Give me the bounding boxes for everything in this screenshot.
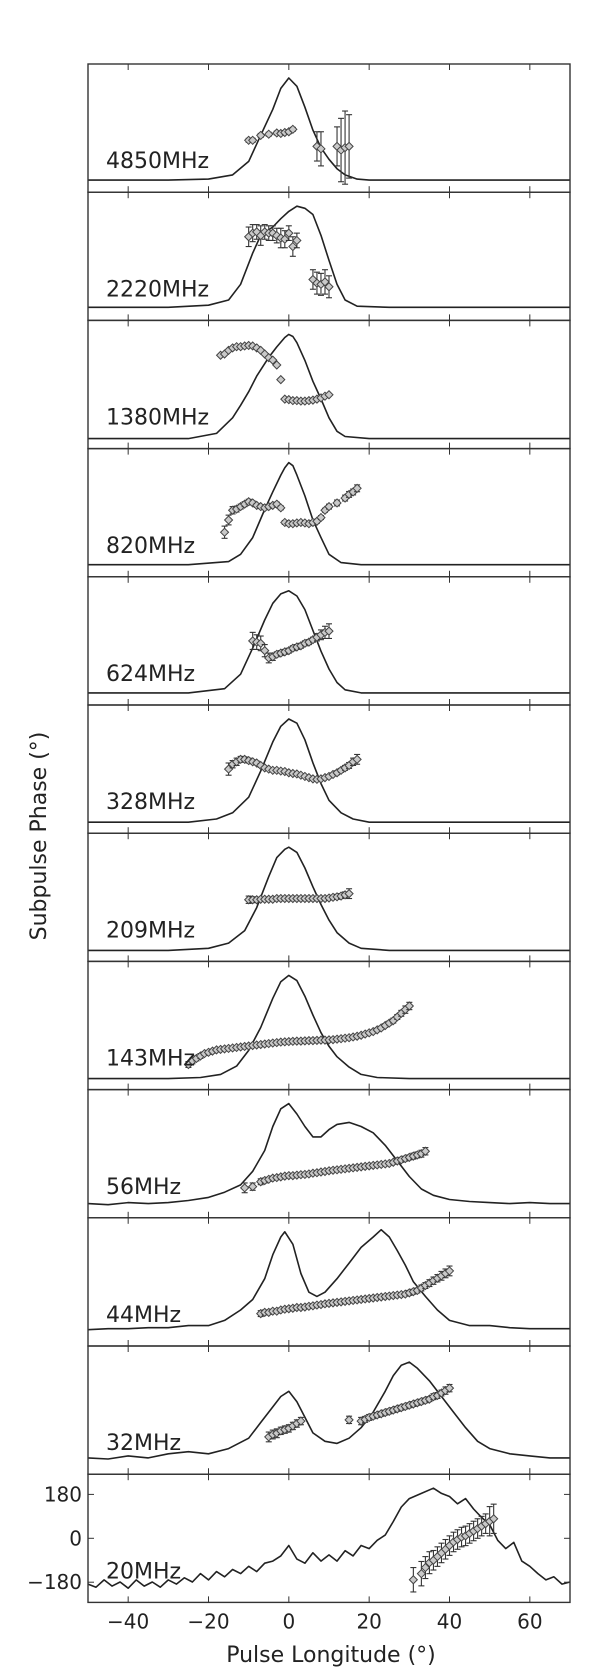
data-point xyxy=(344,888,354,899)
panel-44MHz: 44MHz xyxy=(87,1217,571,1347)
panel-32MHz: 32MHz xyxy=(87,1345,571,1475)
panel-label: 209MHz xyxy=(106,918,195,943)
data-point xyxy=(276,503,286,513)
panel-1380MHz: 1380MHz xyxy=(87,319,571,450)
y-axis-label: Subpulse Phase (°) xyxy=(27,732,52,941)
data-point xyxy=(223,515,234,525)
data-point xyxy=(296,1416,306,1426)
y-tick-label: 0 xyxy=(69,1526,82,1550)
data-point xyxy=(316,144,326,154)
x-tick-label: 60 xyxy=(517,1609,542,1633)
data-point xyxy=(268,228,278,238)
data-point xyxy=(344,141,354,152)
x-axis-label: Pulse Longitude (°) xyxy=(226,1643,436,1668)
data-point xyxy=(292,235,302,246)
panel-2220MHz: 2220MHz xyxy=(87,191,571,322)
data-point xyxy=(280,234,290,244)
data-point xyxy=(324,626,334,636)
profile-line xyxy=(88,77,570,181)
data-point xyxy=(404,1001,415,1011)
data-point xyxy=(288,124,298,135)
panels: 4850MHz 2220MHz 1380MHz 820MHz 624MHz 328MHz 2… xyxy=(27,63,571,1633)
data-point xyxy=(288,241,298,252)
panel-label: 56MHz xyxy=(106,1175,181,1200)
data-point xyxy=(239,1183,250,1193)
profile-line xyxy=(88,846,570,952)
profile-line xyxy=(88,205,570,309)
data-point xyxy=(352,483,362,494)
data-point xyxy=(256,760,266,771)
profile-line xyxy=(87,1361,570,1460)
panel-label: 1380MHz xyxy=(106,406,209,431)
profile-line xyxy=(88,590,570,694)
panel-624MHz: 624MHz xyxy=(87,576,571,706)
panel-label: 4850MHz xyxy=(106,149,209,174)
data-point xyxy=(276,374,286,385)
data-point xyxy=(408,1575,419,1585)
data-point xyxy=(272,360,282,370)
panel-820MHz: 820MHz xyxy=(87,447,571,578)
data-point xyxy=(256,130,266,141)
data-point xyxy=(324,390,334,400)
profile-line xyxy=(87,1228,570,1331)
panel-4850MHz: 4850MHz xyxy=(87,63,571,193)
x-tick-label: 0 xyxy=(282,1609,295,1633)
panel-label: 32MHz xyxy=(106,1431,181,1456)
x-tick-label: −40 xyxy=(107,1609,149,1633)
data-point xyxy=(247,1181,258,1192)
profile-line xyxy=(87,1102,570,1206)
panel-label: 2220MHz xyxy=(106,277,209,302)
panel-209MHz: 209MHz xyxy=(87,832,571,963)
data-point xyxy=(332,498,342,508)
data-point xyxy=(344,1415,354,1425)
panel-56MHz: 56MHz xyxy=(87,1088,571,1219)
profile-line xyxy=(88,974,570,1080)
panel-label: 624MHz xyxy=(106,662,195,687)
data-point xyxy=(320,277,330,287)
data-point xyxy=(284,228,294,238)
profile-line xyxy=(88,333,570,440)
y-tick-label: 180 xyxy=(44,1482,82,1506)
data-point xyxy=(444,1383,455,1393)
y-tick-label: −180 xyxy=(27,1570,82,1594)
data-point xyxy=(268,355,278,365)
data-point xyxy=(247,135,258,146)
x-tick-label: 20 xyxy=(356,1609,381,1633)
panel-label: 20MHz xyxy=(106,1559,181,1584)
profile-line xyxy=(88,461,570,566)
panel-143MHz: 143MHz xyxy=(87,960,571,1091)
panel-label: 143MHz xyxy=(106,1047,195,1072)
panel-label: 44MHz xyxy=(106,1303,181,1328)
x-tick-label: −20 xyxy=(187,1609,229,1633)
panel-328MHz: 328MHz xyxy=(87,704,571,834)
profile-line xyxy=(87,1487,571,1589)
data-point xyxy=(324,282,334,292)
data-point xyxy=(264,129,274,139)
data-point xyxy=(219,527,230,537)
profile-line xyxy=(88,718,570,823)
data-point xyxy=(488,1514,499,1524)
data-point xyxy=(264,352,274,363)
data-point xyxy=(420,1562,431,1573)
panel-20MHz: 20MHz −180 0 180 xyxy=(27,1473,571,1604)
data-point xyxy=(324,501,334,512)
data-point xyxy=(256,638,266,649)
data-point xyxy=(352,754,362,765)
data-point xyxy=(444,1266,455,1276)
data-point xyxy=(420,1146,431,1156)
data-point xyxy=(416,1568,427,1579)
panel-label: 328MHz xyxy=(106,790,195,815)
x-tick-label: 40 xyxy=(437,1609,462,1633)
data-point xyxy=(316,512,326,523)
panel-label: 820MHz xyxy=(106,534,195,559)
